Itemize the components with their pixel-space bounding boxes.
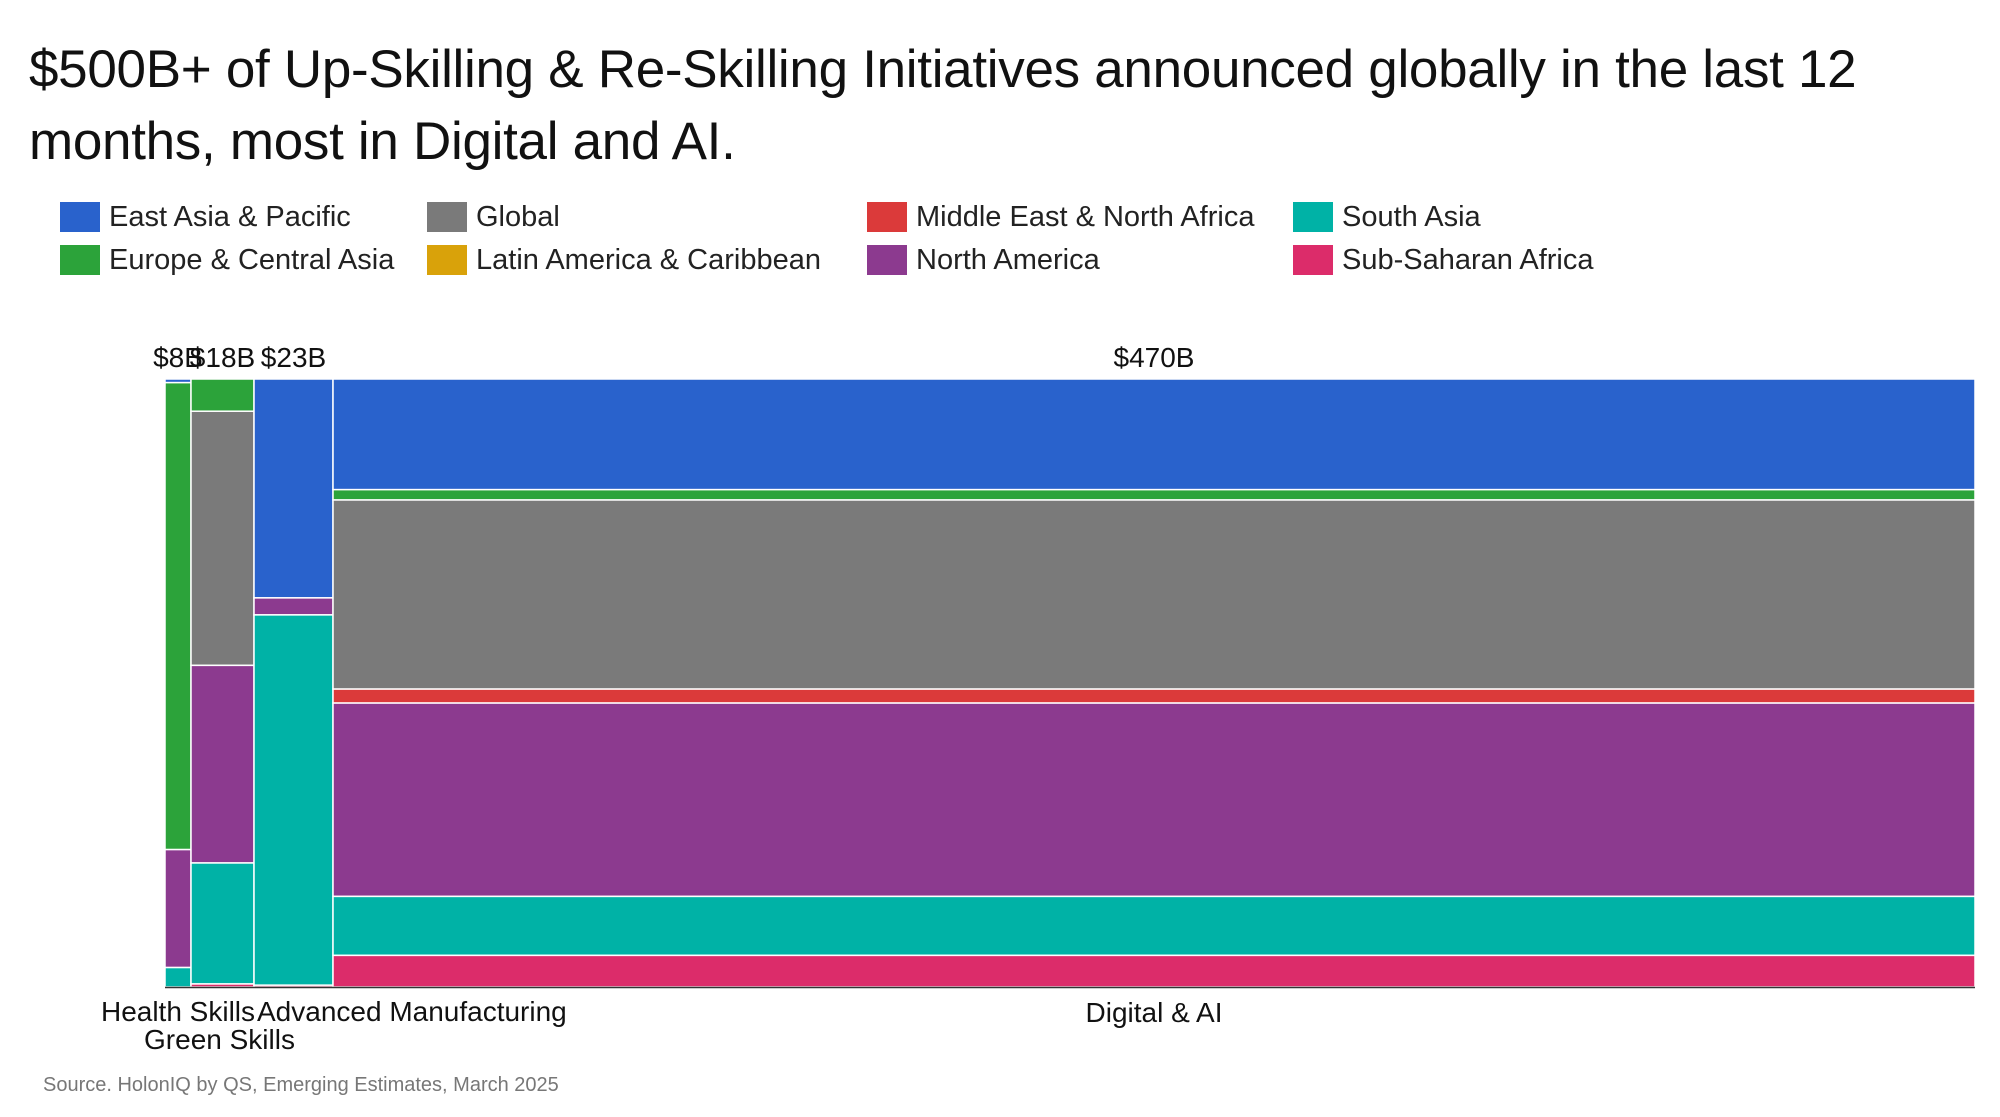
column-total-label: $18B	[190, 342, 255, 373]
legend-swatch	[867, 202, 907, 232]
legend-label: East Asia & Pacific	[109, 200, 351, 233]
column-advanced-manufacturing	[253, 378, 334, 988]
segment	[332, 895, 1976, 957]
segment	[190, 410, 255, 667]
segment	[332, 499, 1976, 690]
segment	[253, 378, 334, 599]
legend-swatch	[1293, 202, 1333, 232]
legend-item: South Asia	[1293, 200, 1481, 234]
segment	[332, 688, 1976, 704]
category-label: Green Skills	[144, 1024, 295, 1055]
segment	[164, 966, 192, 988]
legend-label: Europe & Central Asia	[109, 243, 395, 276]
column-total-label: $470B	[1114, 342, 1195, 373]
legend-label: Latin America & Caribbean	[476, 243, 821, 276]
segment	[332, 488, 1976, 501]
segment	[253, 614, 334, 986]
legend-swatch	[427, 202, 467, 232]
segment	[190, 862, 255, 985]
chart-legend: East Asia & Pacific Europe & Central Asia…	[60, 200, 1960, 290]
column-green-skills	[190, 378, 255, 988]
column-digital-ai	[332, 378, 1976, 988]
segment	[332, 378, 1976, 491]
column-health-skills	[164, 378, 192, 988]
segment	[332, 702, 1976, 898]
column-total-label: $23B	[261, 342, 326, 373]
segment	[164, 848, 192, 969]
legend-label: Sub-Saharan Africa	[1342, 243, 1594, 276]
legend-item: North America	[867, 243, 1100, 277]
legend-item: Europe & Central Asia	[60, 243, 394, 277]
segment	[190, 664, 255, 864]
segment	[190, 983, 255, 988]
legend-swatch	[867, 245, 907, 275]
legend-swatch	[427, 245, 467, 275]
segment	[332, 954, 1976, 988]
legend-swatch	[60, 245, 100, 275]
legend-item: Latin America & Caribbean	[427, 243, 821, 277]
legend-item: Middle East & North Africa	[867, 200, 1254, 234]
column-total-label: $8B	[153, 342, 203, 373]
legend-label: Global	[476, 200, 560, 233]
segment	[164, 381, 192, 851]
legend-label: South Asia	[1342, 200, 1481, 233]
legend-label: Middle East & North Africa	[916, 200, 1255, 233]
legend-item: East Asia & Pacific	[60, 200, 351, 234]
segment	[253, 984, 334, 988]
legend-item: Global	[427, 200, 560, 234]
category-label: Digital & AI	[1086, 997, 1223, 1028]
legend-label: North America	[916, 243, 1100, 276]
category-label: Health Skills	[101, 996, 255, 1027]
legend-swatch	[1293, 245, 1333, 275]
category-label: Advanced Manufacturing	[257, 996, 567, 1027]
legend-swatch	[60, 202, 100, 232]
segment	[190, 378, 255, 412]
legend-item: Sub-Saharan Africa	[1293, 243, 1593, 277]
segment	[253, 597, 334, 616]
source-note: Source. HolonIQ by QS, Emerging Estimate…	[43, 1074, 559, 1096]
chart-title: $500B+ of Up-Skilling & Re-Skilling Init…	[29, 40, 1857, 171]
